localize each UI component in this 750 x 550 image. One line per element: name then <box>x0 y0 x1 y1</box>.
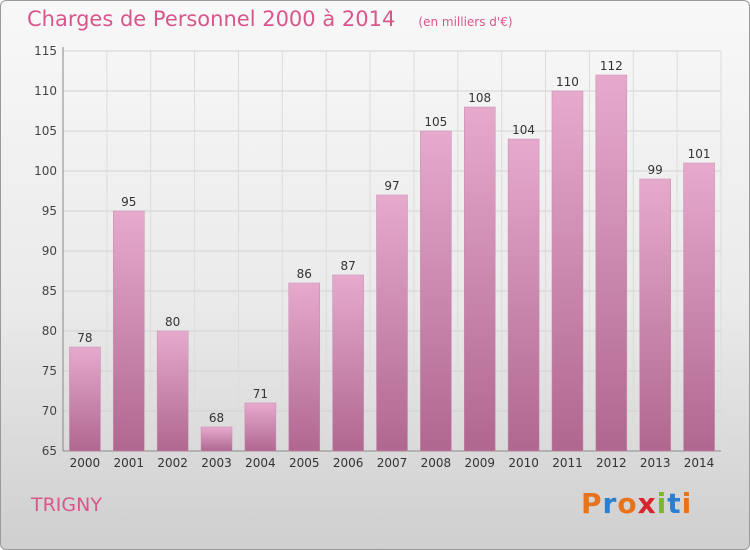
x-tick-label: 2007 <box>377 456 408 470</box>
x-tick-label: 2011 <box>552 456 583 470</box>
value-label: 87 <box>340 259 355 273</box>
y-tick-label: 65 <box>42 444 57 458</box>
value-label: 110 <box>556 75 579 89</box>
bar-2007 <box>376 194 408 452</box>
x-tick-label: 2009 <box>464 456 495 470</box>
bar-2001 <box>113 210 145 452</box>
value-label: 86 <box>297 267 312 281</box>
value-label: 104 <box>512 123 535 137</box>
value-label: 78 <box>77 331 92 345</box>
y-tick-label: 95 <box>42 204 57 218</box>
y-tick-label: 115 <box>34 44 57 58</box>
value-label: 108 <box>468 91 491 105</box>
bar-2003 <box>200 426 233 452</box>
bar-2005 <box>288 282 321 452</box>
x-tick-label: 2003 <box>201 456 232 470</box>
logo-letter: P <box>581 487 603 520</box>
title-row: Charges de Personnel 2000 à 2014 (en mil… <box>27 7 513 31</box>
y-tick-label: 75 <box>42 364 57 378</box>
value-label: 95 <box>121 195 136 209</box>
x-tick-label: 2012 <box>596 456 627 470</box>
logo-letter: t <box>667 487 682 520</box>
bar-2000 <box>69 346 101 452</box>
bar-layer <box>69 74 715 452</box>
bar-2006 <box>332 274 364 452</box>
proxiti-logo: Proxiti <box>581 487 692 520</box>
chart-subtitle: (en milliers d'€) <box>418 15 513 29</box>
bar-2014 <box>683 162 715 452</box>
value-label: 80 <box>165 315 180 329</box>
x-tick-label: 2014 <box>684 456 715 470</box>
bar-2010 <box>507 138 540 452</box>
x-tick-label: 2000 <box>70 456 101 470</box>
x-tick-label: 2002 <box>157 456 188 470</box>
y-tick-label: 85 <box>42 284 57 298</box>
value-label: 99 <box>648 163 663 177</box>
y-tick-label: 110 <box>34 84 57 98</box>
x-tick-label: 2001 <box>114 456 145 470</box>
bar-2004 <box>244 402 277 452</box>
logo-letter: i <box>656 487 668 520</box>
x-tick-label: 2005 <box>289 456 320 470</box>
x-tick-label: 2013 <box>640 456 671 470</box>
logo-letter: r <box>602 487 618 520</box>
commune-name: TRIGNY <box>31 494 102 516</box>
value-label: 101 <box>688 147 711 161</box>
value-label: 105 <box>424 115 447 129</box>
y-tick-label: 105 <box>34 124 57 138</box>
chart-title: Charges de Personnel 2000 à 2014 <box>27 7 396 31</box>
x-tick-label: 2004 <box>245 456 276 470</box>
y-tick-label: 70 <box>42 404 57 418</box>
value-label: 68 <box>209 411 224 425</box>
bar-2009 <box>463 106 496 452</box>
bar-2012 <box>595 74 628 452</box>
bar-2002 <box>156 330 189 452</box>
logo-letter: o <box>617 487 638 520</box>
bar-2008 <box>420 130 452 452</box>
value-label: 112 <box>600 59 623 73</box>
x-tick-label: 2006 <box>333 456 364 470</box>
y-tick-label: 100 <box>34 164 57 178</box>
x-tick-label: 2010 <box>508 456 539 470</box>
value-label: 71 <box>253 387 268 401</box>
label-layer: 2000 78 2001 95 2002 80 2003 68 2004 71 2005 86 2006… <box>70 59 715 470</box>
bar-2011 <box>551 90 584 452</box>
y-tick-label: 80 <box>42 324 57 338</box>
y-tick-label: 90 <box>42 244 57 258</box>
logo-letter: x <box>637 487 657 520</box>
logo-letter: i <box>681 487 693 520</box>
x-tick-label: 2008 <box>421 456 452 470</box>
value-label: 97 <box>384 179 399 193</box>
bar-2013 <box>639 178 671 452</box>
